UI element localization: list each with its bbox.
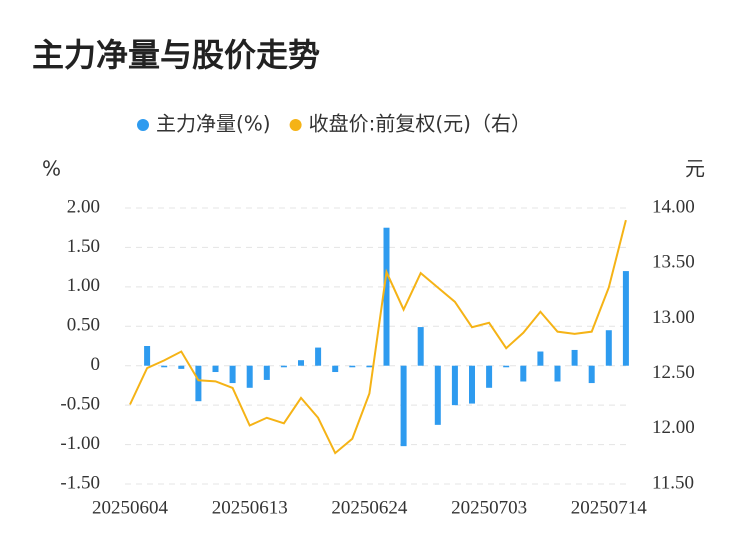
bar — [315, 347, 322, 366]
bar — [195, 365, 202, 402]
y-axis-unit: % — [42, 157, 61, 181]
legend-marker — [137, 119, 149, 131]
y2-tick-label: 12.00 — [652, 417, 695, 438]
y2-tick-label: 14.00 — [652, 196, 695, 217]
bar — [212, 365, 219, 373]
y2-tick-label: 12.50 — [652, 362, 695, 383]
y2-axis-unit: 元 — [685, 157, 705, 181]
x-tick-label: 20250604 — [92, 497, 169, 518]
legend-marker — [289, 119, 302, 131]
bar — [434, 365, 441, 425]
bar — [246, 365, 253, 388]
bar — [366, 365, 373, 368]
bar — [605, 330, 612, 366]
bar — [588, 365, 595, 384]
bar — [349, 365, 356, 368]
bar — [161, 365, 168, 368]
chart-title: 主力净量与股价走势 — [32, 36, 320, 74]
bar — [263, 365, 270, 380]
y-tick-label: 0 — [91, 354, 101, 375]
y2-tick-label: 13.00 — [652, 307, 695, 328]
bar — [537, 351, 544, 366]
bar — [622, 271, 629, 366]
y2-tick-label: 11.50 — [652, 472, 694, 493]
bar — [178, 365, 185, 369]
bar — [417, 327, 424, 366]
bar — [554, 365, 561, 382]
bar — [571, 349, 578, 366]
bar — [469, 365, 475, 404]
y-tick-label: 0.50 — [67, 315, 100, 336]
x-tick-label: 20250624 — [331, 497, 408, 518]
x-tick-label: 20250703 — [451, 497, 527, 518]
bar — [229, 365, 236, 384]
y-tick-label: 1.00 — [67, 275, 100, 296]
bar — [520, 365, 527, 382]
bar — [400, 365, 407, 447]
y-tick-label: -1.50 — [60, 472, 100, 493]
y-tick-label: 2.00 — [67, 196, 100, 217]
x-tick-label: 20250613 — [212, 497, 288, 518]
bar — [144, 346, 151, 366]
y-tick-label: -0.50 — [60, 394, 100, 415]
bar — [503, 365, 510, 368]
bar — [332, 365, 339, 373]
bar — [280, 365, 287, 368]
price-line — [129, 219, 627, 455]
bar — [383, 227, 390, 366]
legend-label: 主力净量(%) — [156, 112, 271, 136]
y-tick-label: 1.50 — [67, 236, 100, 257]
bar — [451, 365, 458, 406]
x-tick-label: 20250714 — [571, 497, 648, 518]
y-tick-label: -1.00 — [60, 433, 100, 454]
bar — [486, 365, 493, 388]
bar — [298, 360, 304, 366]
y2-tick-label: 13.50 — [652, 252, 695, 273]
legend-label: 收盘价:前复权(元)（右） — [309, 112, 531, 136]
